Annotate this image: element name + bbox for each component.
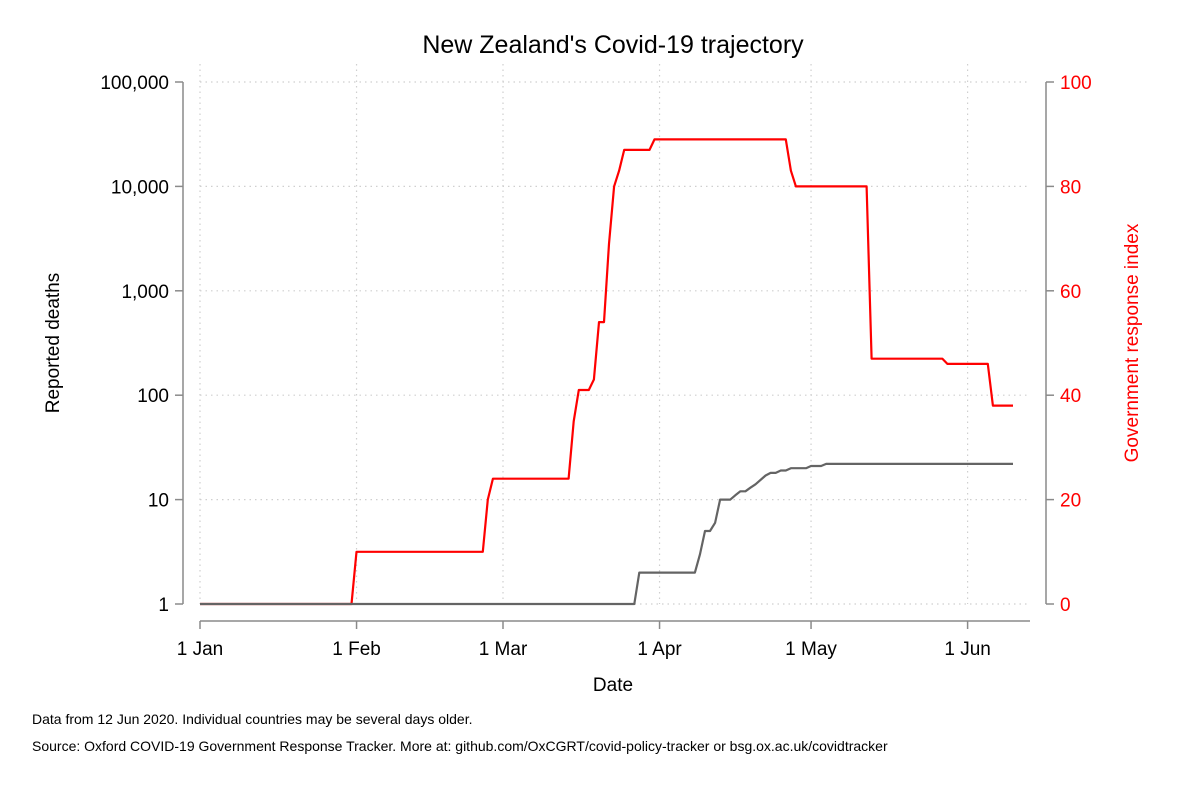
- left-tick-label: 100: [137, 386, 169, 407]
- response-index-series-line: [200, 138, 1013, 606]
- right-tick-label: 60: [1060, 282, 1081, 303]
- x-tick-label: 1 Apr: [637, 639, 682, 660]
- x-tick-label: 1 May: [785, 639, 837, 660]
- footnote-data-date: Data from 12 Jun 2020. Individual countr…: [32, 711, 473, 727]
- left-tick-label: 100,000: [100, 73, 169, 94]
- left-axis-label: Reported deaths: [43, 273, 64, 414]
- x-tick-label: 1 Feb: [332, 639, 381, 660]
- chart-title: New Zealand's Covid-19 trajectory: [422, 31, 804, 59]
- deaths-series-line: [200, 462, 1013, 606]
- right-axis-label: Government response index: [1122, 223, 1143, 462]
- series-group: [200, 138, 1013, 606]
- x-axis-label: Date: [593, 675, 633, 696]
- grid-lines: [199, 64, 1030, 605]
- left-tick-label: 10,000: [111, 177, 169, 198]
- right-tick-label: 20: [1060, 491, 1081, 512]
- right-tick-label: 40: [1060, 386, 1081, 407]
- x-tick-label: 1 Jun: [944, 639, 990, 660]
- covid-trajectory-chart: New Zealand's Covid-19 trajectory 1 10 100…: [43, 31, 1143, 696]
- right-tick-label: 80: [1060, 177, 1081, 198]
- left-tick-label: 1: [158, 595, 169, 616]
- left-tick-label: 1,000: [121, 282, 169, 303]
- x-tick-label: 1 Jan: [177, 639, 223, 660]
- right-tick-label: 100: [1060, 73, 1092, 94]
- right-tick-label: 0: [1060, 595, 1071, 616]
- axes: 1 10 100 1,000 10,000 100,000 0 20 40 60 80 100 1 Ja…: [100, 73, 1091, 660]
- footnote-source: Source: Oxford COVID-19 Government Respo…: [32, 738, 888, 754]
- left-tick-label: 10: [148, 491, 169, 512]
- x-tick-label: 1 Mar: [479, 639, 528, 660]
